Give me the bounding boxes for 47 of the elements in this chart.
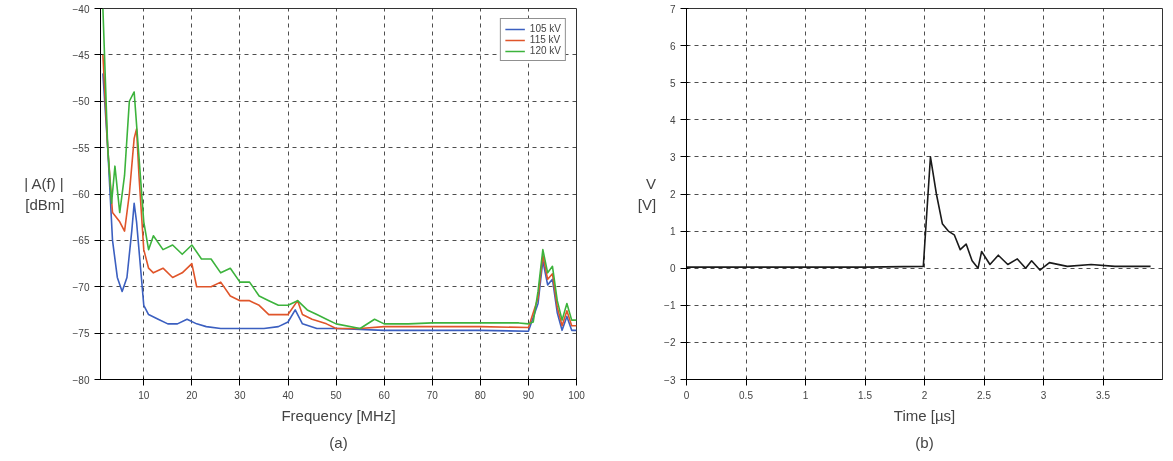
y-tick-label: 4 (669, 114, 676, 126)
x-tick-label: 0.5 (739, 389, 754, 401)
text: (a) (329, 433, 348, 451)
x-axis-title: Time [µs] (893, 406, 956, 424)
y-tick-label: 6 (669, 40, 676, 52)
y-tick-label: 0 (669, 263, 676, 275)
x-tick-label: 10 (138, 389, 150, 401)
x-tick-label: 70 (426, 389, 439, 401)
x-tick-label: 1 (802, 389, 809, 401)
x-tick-label: 90 (522, 389, 535, 401)
x-tick-label: 1.5 (858, 389, 873, 401)
y-tick-label: −50 (72, 96, 90, 108)
y-tick-label: −40 (72, 3, 90, 15)
legend-label: 115 kV (529, 34, 561, 45)
y-tick-label: −45 (72, 49, 90, 61)
x-tick-label: 30 (234, 389, 246, 401)
x-tick-label: 2.5 (977, 389, 992, 401)
x-tick-label: 3 (1040, 389, 1047, 401)
x-tick-label: 3.5 (1096, 389, 1111, 401)
x-axis-title: Frequency [MHz] (281, 406, 396, 424)
x-tick-label: 2 (921, 389, 928, 401)
y-tick-label: −80 (72, 374, 90, 386)
y-tick-label: 3 (669, 151, 676, 163)
text: (b) (915, 433, 934, 451)
x-tick-label: 60 (378, 389, 391, 401)
y-axis-title: V [V] (637, 175, 657, 213)
x-tick-label: 0 (683, 389, 690, 401)
legend-label: 105 kV (529, 23, 561, 34)
y-tick-label: −1 (664, 300, 676, 312)
y-tick-label: −55 (72, 142, 90, 154)
y-tick-label: −2 (664, 337, 676, 349)
y-tick-label: −3 (664, 374, 676, 386)
y-tick-label: −75 (72, 328, 90, 340)
y-tick-label: 2 (669, 189, 676, 200)
x-tick-label: 20 (186, 389, 198, 401)
x-tick-label: 80 (474, 389, 487, 401)
y-tick-label: 5 (669, 77, 676, 89)
y-axis-title: | A(f) | [dBm] (24, 175, 65, 213)
x-tick-label: 40 (282, 389, 295, 401)
legend-label: 120 kV (529, 45, 561, 56)
y-tick-label: 7 (669, 3, 676, 15)
x-tick-label: 100 (568, 389, 586, 401)
x-tick-label: 50 (330, 389, 343, 401)
y-tick-label: −60 (72, 189, 90, 200)
y-tick-label: 1 (669, 226, 676, 238)
y-tick-label: −70 (72, 281, 90, 293)
y-tick-label: −65 (72, 235, 90, 247)
